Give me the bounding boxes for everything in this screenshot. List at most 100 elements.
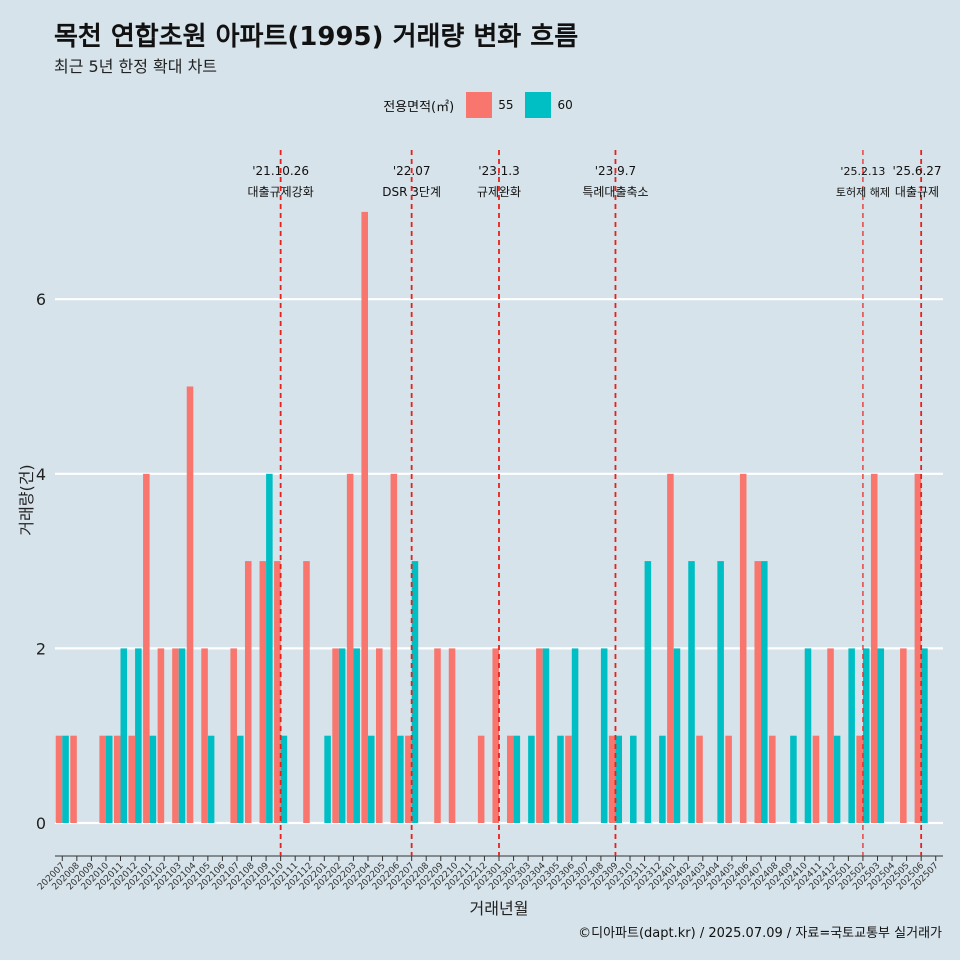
legend-swatch-55 (466, 92, 493, 118)
bar-55-202302 (507, 735, 514, 823)
bar-60-202101 (149, 735, 157, 823)
bar-60-202311 (644, 561, 652, 823)
bar-55-202412 (827, 648, 834, 823)
bar-55-202503 (870, 473, 878, 823)
bar-55-202502 (856, 735, 863, 823)
bar-55-202207 (405, 735, 412, 823)
bar-55-202403 (696, 735, 703, 823)
bar-55-202408 (769, 735, 776, 823)
bar-60-202410 (804, 648, 812, 823)
event-date-202309: '23.9.7 (595, 164, 636, 178)
bar-55-202204 (361, 211, 368, 823)
bar-60-202303 (528, 735, 535, 823)
bar-60-202412 (833, 735, 841, 823)
event-label-202502: 토허제 해제 (836, 185, 890, 199)
bar-60-202305 (557, 735, 564, 823)
bar-55-202011 (113, 735, 121, 823)
bar-55-202505 (900, 648, 907, 823)
page-subtitle: 최근 5년 한정 확대 차트 (54, 57, 218, 76)
legend-swatch-60 (525, 92, 552, 118)
bar-55-202104 (186, 386, 194, 823)
bar-55-202203 (346, 473, 354, 823)
y-axis-title: 거래량(건) (17, 464, 36, 535)
bar-55-202301 (492, 648, 499, 823)
bar-60-202506 (921, 648, 928, 823)
bar-60-202012 (135, 648, 142, 823)
bar-60-202306 (571, 648, 579, 823)
bar-60-202304 (542, 648, 550, 823)
bar-55-202406 (739, 473, 747, 823)
bar-60-202309 (615, 735, 623, 823)
bar-60-202011 (120, 648, 128, 823)
bar-55-202506 (914, 473, 922, 823)
y-tick-label: 4 (36, 465, 46, 484)
bar-60-202206 (397, 735, 404, 823)
bar-60-202502 (862, 648, 870, 823)
bar-60-202501 (848, 648, 855, 823)
bar-60-202302 (513, 735, 521, 823)
bar-55-202108 (244, 561, 252, 823)
bar-55-202206 (390, 473, 398, 823)
event-label-202506: 대출규제 (895, 185, 939, 199)
bar-60-202409 (790, 735, 797, 823)
bar-55-202411 (812, 735, 820, 823)
x-axis-title: 거래년월 (470, 899, 529, 918)
bar-60-202105 (207, 735, 215, 823)
bar-60-202110 (280, 735, 288, 823)
bar-60-202103 (178, 648, 186, 823)
bar-60-202202 (338, 648, 346, 823)
bar-55-202112 (303, 561, 310, 823)
bar-60-202107 (236, 735, 244, 823)
legend-label-55: 55 (498, 98, 514, 112)
bar-55-202401 (667, 473, 674, 823)
y-tick-label: 6 (36, 290, 46, 309)
bar-55-202205 (375, 648, 383, 823)
bar-60-202402 (688, 561, 695, 823)
bar-55-202012 (128, 735, 136, 823)
page-title: 목천 연합초원 아파트(1995) 거래량 변화 흐름 (54, 22, 579, 52)
bar-55-202209 (434, 648, 441, 823)
bar-55-202202 (332, 648, 339, 823)
bar-55-202010 (99, 735, 106, 823)
bar-60-202203 (353, 648, 360, 823)
bar-55-202107 (230, 648, 237, 823)
bar-55-202110 (274, 561, 281, 823)
event-label-202309: 특례대출축소 (582, 185, 648, 199)
bar-55-202008 (70, 735, 77, 823)
bar-55-202405 (725, 735, 732, 823)
bar-55-202102 (157, 648, 165, 823)
bar-55-202407 (754, 561, 762, 823)
bar-55-202101 (143, 473, 150, 823)
y-tick-label: 0 (36, 814, 46, 833)
event-label-202207: DSR 3단계 (382, 185, 441, 199)
bar-60-202201 (324, 735, 331, 823)
bar-60-202207 (411, 561, 419, 823)
y-tick-label: 2 (36, 639, 46, 658)
event-date-202301: '23.1.3 (478, 164, 519, 178)
bar-55-202304 (536, 648, 543, 823)
legend-title: 전용면적(㎡) (383, 99, 455, 115)
bar-55-202306 (565, 735, 572, 823)
source-caption: ©디아파트(dapt.kr) / 2025.07.09 / 자료=국토교통부 실… (578, 926, 942, 941)
event-date-202207: '22.07 (393, 164, 431, 178)
bar-55-202105 (201, 648, 208, 823)
bar-60-202204 (367, 735, 375, 823)
event-date-202506: '25.6.27 (892, 164, 941, 178)
bar-60-202404 (717, 561, 724, 823)
bar-55-202210 (448, 648, 456, 823)
bar-55-202212 (477, 735, 485, 823)
bar-60-202401 (673, 648, 681, 823)
bar-60-202007 (62, 735, 69, 823)
event-label-202110: 대출규제강화 (248, 185, 314, 199)
event-label-202301: 규제완화 (477, 185, 521, 199)
bar-60-202010 (105, 735, 113, 823)
bar-60-202109 (266, 473, 273, 823)
bar-55-202309 (608, 735, 616, 823)
bar-60-202503 (877, 648, 885, 823)
bar-55-202007 (55, 735, 63, 823)
bar-60-202312 (659, 735, 666, 823)
bar-60-202407 (761, 561, 768, 823)
bar-60-202308 (600, 648, 608, 823)
event-date-202110: '21.10.26 (252, 164, 309, 178)
